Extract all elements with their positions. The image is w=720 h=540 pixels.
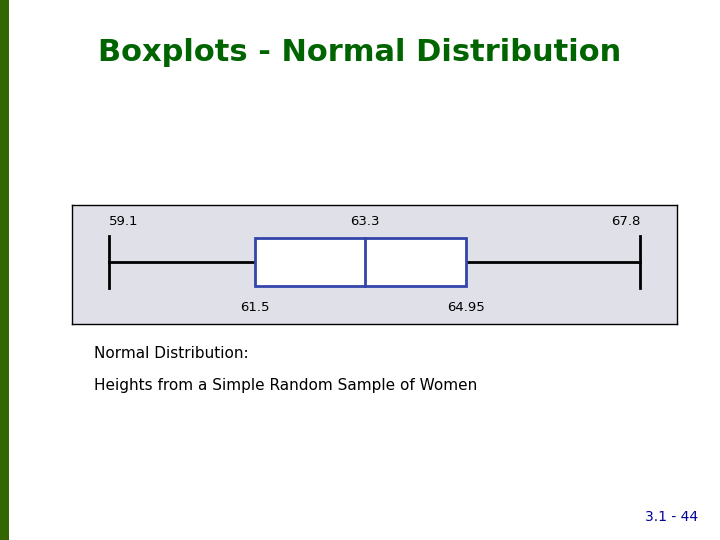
Text: 63.3: 63.3 <box>351 215 380 228</box>
Text: Boxplots - Normal Distribution: Boxplots - Normal Distribution <box>99 38 621 67</box>
Text: 59.1: 59.1 <box>109 215 138 228</box>
Text: Heights from a Simple Random Sample of Women: Heights from a Simple Random Sample of W… <box>94 378 477 393</box>
Text: 61.5: 61.5 <box>240 301 270 314</box>
Text: 64.95: 64.95 <box>447 301 485 314</box>
Text: 3.1 - 44: 3.1 - 44 <box>645 510 698 524</box>
Text: 67.8: 67.8 <box>611 215 640 228</box>
Text: Normal Distribution:: Normal Distribution: <box>94 346 248 361</box>
Bar <box>256 239 466 286</box>
